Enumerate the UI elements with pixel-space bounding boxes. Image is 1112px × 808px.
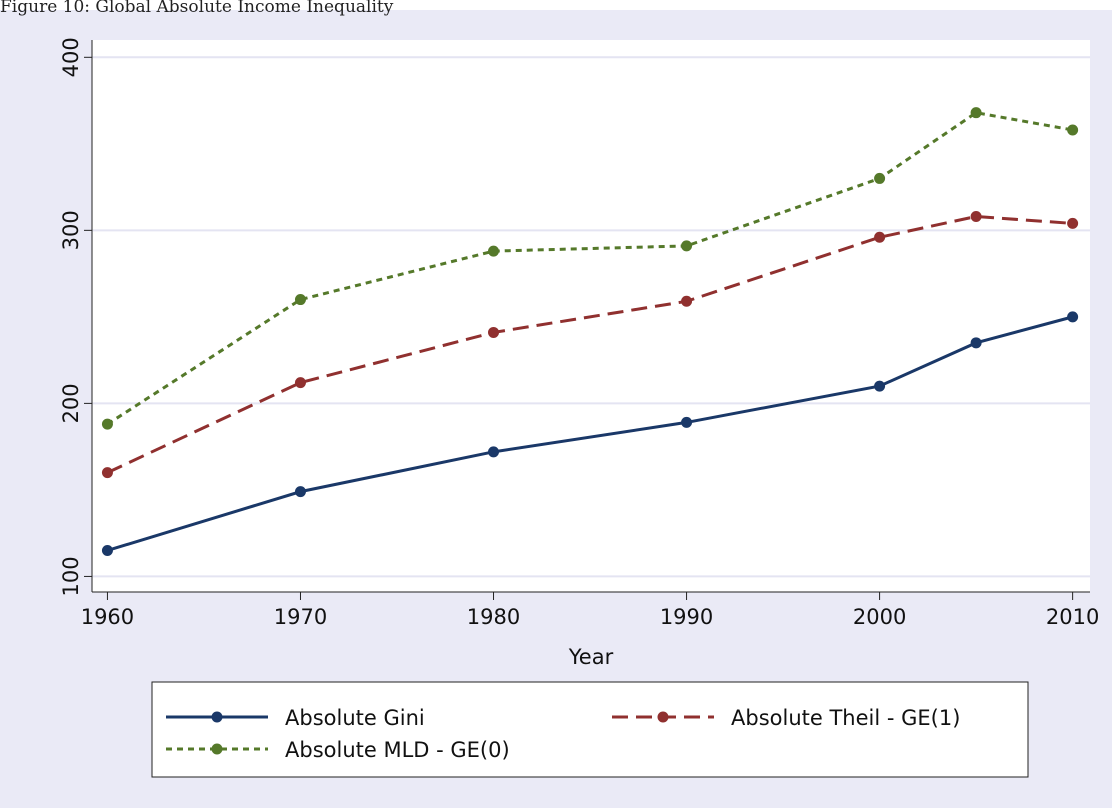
data-point: [1067, 124, 1079, 136]
data-point: [874, 172, 886, 184]
y-tick-label: 400: [59, 37, 83, 77]
legend-label: Absolute MLD - GE(0): [285, 738, 510, 762]
x-tick-label: 1980: [467, 605, 520, 629]
data-point: [681, 295, 693, 307]
data-point: [681, 240, 693, 252]
data-point: [294, 294, 306, 306]
data-point: [101, 418, 113, 430]
y-tick-label: 200: [59, 383, 83, 423]
data-point: [970, 107, 982, 119]
legend-marker: [657, 711, 669, 723]
legend-marker: [211, 743, 223, 755]
data-point: [488, 326, 500, 338]
x-tick-label: 1990: [660, 605, 713, 629]
data-point: [1067, 311, 1079, 323]
x-tick-label: 1960: [81, 605, 134, 629]
data-point: [970, 211, 982, 223]
data-point: [1067, 217, 1079, 229]
x-tick-label: 2000: [853, 605, 906, 629]
data-point: [970, 337, 982, 349]
x-tick-label: 1970: [274, 605, 327, 629]
data-point: [294, 486, 306, 498]
x-tick-label: 2010: [1046, 605, 1099, 629]
y-tick-label: 100: [59, 556, 83, 596]
data-point: [488, 245, 500, 257]
data-point: [294, 377, 306, 389]
legend-label: Absolute Gini: [285, 706, 425, 730]
y-tick-label: 300: [59, 210, 83, 250]
legend: [151, 681, 1029, 778]
data-point: [681, 416, 693, 428]
data-point: [874, 231, 886, 243]
legend-marker: [211, 711, 223, 723]
data-point: [101, 544, 113, 556]
data-point: [874, 380, 886, 392]
x-axis-title: Year: [568, 645, 614, 669]
data-point: [488, 446, 500, 458]
caption: Figure 10: Global Absolute Income Inequa…: [0, 0, 394, 17]
data-point: [101, 467, 113, 479]
legend-label: Absolute Theil - GE(1): [731, 706, 960, 730]
